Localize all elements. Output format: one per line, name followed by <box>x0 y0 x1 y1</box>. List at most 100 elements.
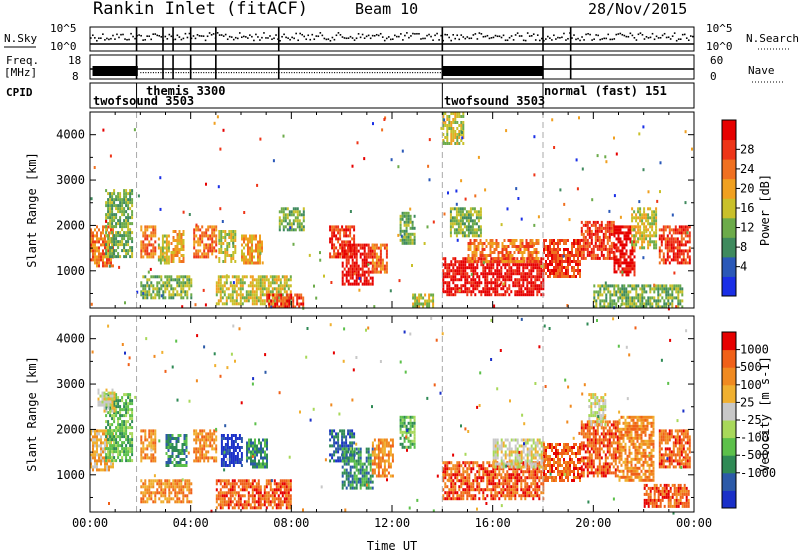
range-cell <box>455 222 458 226</box>
nave-point <box>409 72 411 74</box>
range-cell <box>653 246 656 250</box>
range-cell <box>635 216 638 220</box>
range-cell <box>102 225 104 229</box>
nsky-point <box>273 37 275 40</box>
range-cell <box>218 242 221 245</box>
range-cell <box>173 458 176 461</box>
range-cell <box>424 299 427 303</box>
range-cell <box>629 249 632 253</box>
range-cell <box>158 281 161 285</box>
range-cell <box>609 299 612 303</box>
range-cell <box>414 293 417 297</box>
range-cell <box>620 303 623 307</box>
range-cell <box>97 403 100 407</box>
range-cell <box>144 275 147 279</box>
range-cell <box>272 293 275 297</box>
range-cell <box>129 393 132 397</box>
range-cell <box>159 261 162 265</box>
range-cell <box>119 240 122 244</box>
range-cell <box>272 159 275 163</box>
range-cell <box>232 281 235 285</box>
range-cell <box>221 302 224 306</box>
nave-point <box>306 72 308 74</box>
range-cell <box>123 225 126 229</box>
range-cell <box>127 225 130 229</box>
range-cell <box>595 290 598 294</box>
range-cell <box>629 270 632 274</box>
range-cell <box>129 249 132 253</box>
range-cell <box>571 266 573 269</box>
nsky-point <box>100 37 102 39</box>
range-cell <box>508 269 511 273</box>
nsky-point <box>526 32 529 34</box>
range-cell <box>658 252 661 256</box>
range-cell <box>547 254 549 257</box>
range-cell <box>520 293 523 297</box>
range-cell <box>195 225 198 229</box>
range-cell <box>96 264 98 268</box>
range-cell <box>298 225 301 229</box>
nsky-point <box>341 36 344 38</box>
range-cell <box>631 267 634 271</box>
range-cell <box>584 223 587 227</box>
range-cell <box>595 299 598 303</box>
range-cell <box>251 261 253 265</box>
range-cell <box>481 248 484 251</box>
range-cell <box>466 266 469 270</box>
range-cell <box>178 278 181 282</box>
range-cell <box>677 299 680 303</box>
nsky-point <box>575 38 577 41</box>
range-cell <box>420 296 423 300</box>
range-cell <box>111 391 114 395</box>
range-cell <box>119 435 122 439</box>
range-cell <box>671 293 674 297</box>
range-cell <box>255 249 257 253</box>
range-cell <box>160 287 163 291</box>
range-cell <box>617 234 620 238</box>
range-cell <box>124 301 126 305</box>
range-cell <box>243 275 246 279</box>
range-cell <box>109 409 112 413</box>
range-cell <box>617 249 620 253</box>
range-cell <box>100 438 102 442</box>
range-cell <box>341 255 344 259</box>
range-cell <box>100 456 102 460</box>
range-cell <box>170 287 173 291</box>
range-cell <box>100 231 102 235</box>
range-cell <box>218 230 221 233</box>
range-cell <box>90 432 92 436</box>
range-cell <box>450 269 453 273</box>
range-cell <box>489 239 492 242</box>
range-cell <box>140 456 143 460</box>
range-cell <box>353 255 356 259</box>
range-cell <box>641 222 644 226</box>
range-cell <box>491 251 494 254</box>
range-cell <box>144 438 147 442</box>
nsky-point <box>379 32 382 35</box>
range-cell <box>353 264 356 268</box>
nsky-point <box>478 32 481 34</box>
range-cell <box>125 399 128 403</box>
range-cell <box>619 270 622 274</box>
range-cell <box>235 281 238 285</box>
range-cell <box>442 142 445 145</box>
nsky-point <box>653 38 656 41</box>
range-cell <box>495 260 498 263</box>
range-cell <box>672 255 675 259</box>
range-cell <box>480 260 483 264</box>
range-cell <box>230 254 233 257</box>
range-cell <box>653 213 656 217</box>
range-cell <box>680 261 683 265</box>
range-cell <box>627 231 630 235</box>
range-cell <box>102 128 105 132</box>
range-cell <box>247 252 249 256</box>
range-cell <box>537 242 540 245</box>
range-cell <box>557 272 559 275</box>
range-cell <box>176 281 179 285</box>
range-cell <box>283 287 286 291</box>
range-cell <box>111 397 114 401</box>
range-cell <box>531 245 534 248</box>
range-cell <box>594 244 597 248</box>
range-cell <box>129 459 132 463</box>
range-cell <box>197 459 200 463</box>
